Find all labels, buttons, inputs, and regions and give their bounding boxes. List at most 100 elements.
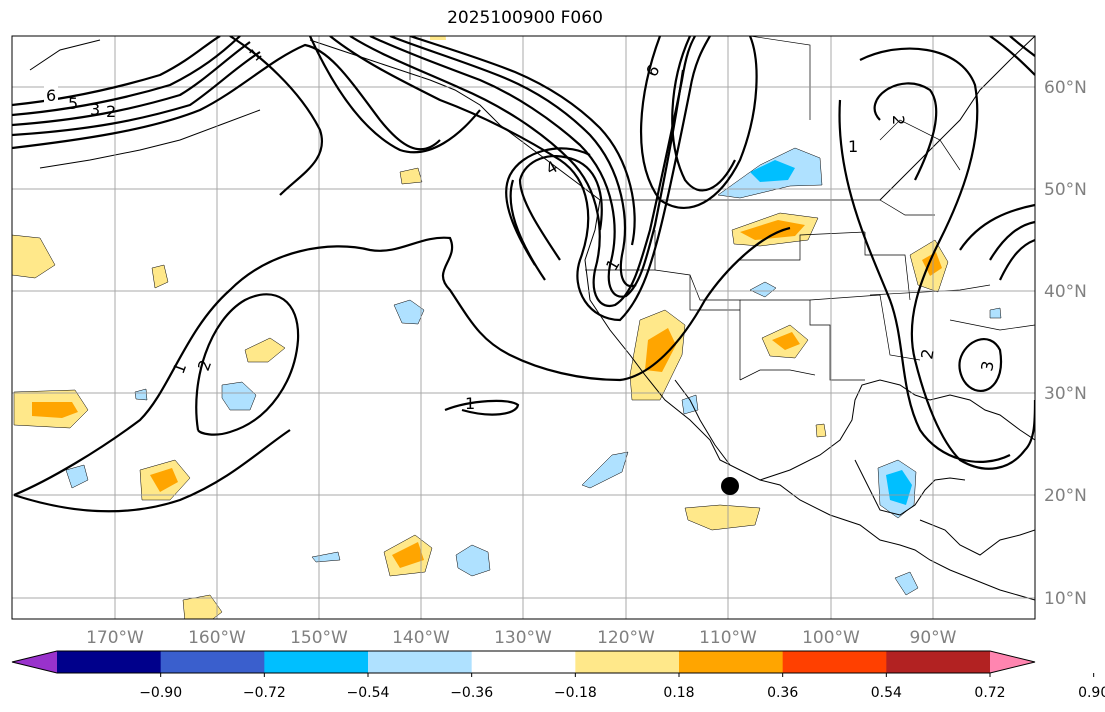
- map-frame: [11, 35, 1036, 620]
- contour-line: [1009, 36, 1035, 57]
- contour-line: [308, 36, 481, 154]
- contour-line: [369, 36, 685, 298]
- colorbar-segment: [990, 651, 1035, 673]
- negative-anomaly-shading: [65, 147, 1002, 596]
- contour-line: [989, 220, 1035, 261]
- shade-region: [894, 571, 919, 596]
- contour-lines: [12, 36, 1035, 513]
- contour-line: [859, 47, 1035, 470]
- shade-region: [886, 470, 912, 505]
- contour-label: 3: [90, 100, 100, 119]
- contour-line: [195, 293, 300, 436]
- shade-region: [645, 328, 676, 372]
- contour-line: [640, 36, 758, 209]
- lon-label: 90°W: [910, 628, 957, 648]
- shade-region: [815, 423, 827, 438]
- lat-label: 20°N: [1044, 486, 1087, 506]
- contour-line: [13, 226, 791, 497]
- colorbar-segment: [471, 651, 576, 673]
- lon-label: 170°W: [86, 628, 144, 648]
- contour-label: 1: [465, 394, 475, 413]
- shade-region: [772, 332, 800, 350]
- shade-region: [581, 451, 629, 489]
- contour-line: [959, 203, 1035, 251]
- shade-region: [392, 542, 424, 568]
- point-marker: [721, 477, 739, 495]
- contour-line: [444, 399, 520, 416]
- lon-label: 120°W: [597, 628, 655, 648]
- colorbar-tick-label: −0.36: [450, 685, 493, 701]
- longitude-labels: 170°W 160°W 150°W 140°W 130°W 120°W 110°…: [86, 628, 957, 648]
- colorbar-segment: [575, 651, 680, 673]
- lon-label: 110°W: [699, 628, 757, 648]
- contour-line: [838, 99, 1011, 463]
- shade-region: [740, 220, 805, 240]
- coastlines: [29, 36, 1035, 601]
- shade-region: [150, 468, 178, 492]
- lon-label: 150°W: [290, 628, 348, 648]
- political-borders: [409, 36, 1035, 381]
- shade-region: [12, 234, 56, 279]
- lat-label: 30°N: [1044, 384, 1087, 404]
- shade-region: [681, 394, 699, 415]
- colorbar-tick-label: 0.18: [663, 685, 694, 701]
- colorbar-segments: [12, 651, 1035, 673]
- colorbar: −0.90 −0.72 −0.54 −0.36 −0.18 0.18 0.36 0.54 0.7…: [11, 650, 1105, 701]
- colorbar-tick-label: −0.18: [554, 685, 597, 701]
- lon-label: 160°W: [188, 628, 246, 648]
- colorbar-tick-label: −0.72: [243, 685, 286, 701]
- lon-label: 140°W: [392, 628, 450, 648]
- contour-line: [989, 36, 1035, 76]
- contour-line: [518, 155, 603, 261]
- contour-label: 2: [917, 347, 937, 360]
- contour-label: 1: [848, 137, 858, 156]
- contour-label: 5: [68, 94, 78, 113]
- contour-label: 6: [46, 86, 56, 105]
- lat-label: 40°N: [1044, 282, 1087, 302]
- colorbar-tick-label: 0.72: [974, 685, 1005, 701]
- contour-label: 3: [977, 359, 997, 372]
- contour-line: [505, 147, 591, 266]
- contour-line: [958, 338, 1003, 393]
- contour-line: [329, 36, 711, 322]
- shade-region: [65, 464, 89, 489]
- lat-label: 50°N: [1044, 180, 1087, 200]
- contour-line: [13, 429, 291, 513]
- colorbar-segment: [679, 651, 784, 673]
- positive-anomaly-shading: [12, 36, 949, 619]
- shade-region: [430, 36, 446, 40]
- contour-line: [229, 36, 323, 196]
- lon-label: 130°W: [494, 628, 552, 648]
- colorbar-segment: [12, 651, 57, 673]
- contour-line: [409, 36, 636, 246]
- contour-line: [999, 238, 1035, 281]
- colorbar-tick-label: −0.54: [347, 685, 390, 701]
- colorbar-tick-label: 0.54: [871, 685, 902, 701]
- contour-label: 2: [889, 115, 908, 125]
- contour-line: [12, 43, 441, 151]
- colorbar-segment: [886, 651, 991, 673]
- shade-region: [749, 281, 777, 298]
- colorbar-ticks: −0.90 −0.72 −0.54 −0.36 −0.18 0.18 0.36 0.54 0.7…: [139, 673, 1105, 701]
- contour-line: [12, 41, 251, 127]
- contour-line: [873, 82, 938, 181]
- contour-line: [509, 179, 546, 281]
- contour-label: 2: [106, 102, 116, 121]
- contour-line: [671, 36, 736, 192]
- shade-region: [989, 307, 1002, 319]
- shade-region: [32, 402, 78, 418]
- shade-region: [244, 337, 286, 363]
- shade-region: [684, 504, 761, 531]
- lon-label: 100°W: [802, 628, 860, 648]
- shade-region: [399, 167, 423, 185]
- colorbar-segment: [782, 651, 887, 673]
- shade-region: [134, 388, 148, 401]
- shade-region: [151, 264, 169, 289]
- contour-line: [12, 51, 261, 137]
- shade-region: [750, 160, 795, 182]
- colorbar-tick-label: 0.36: [767, 685, 798, 701]
- shade-region: [455, 544, 491, 577]
- colorbar-tick-label: 0.90: [1078, 685, 1105, 701]
- colorbar-segment: [264, 651, 369, 673]
